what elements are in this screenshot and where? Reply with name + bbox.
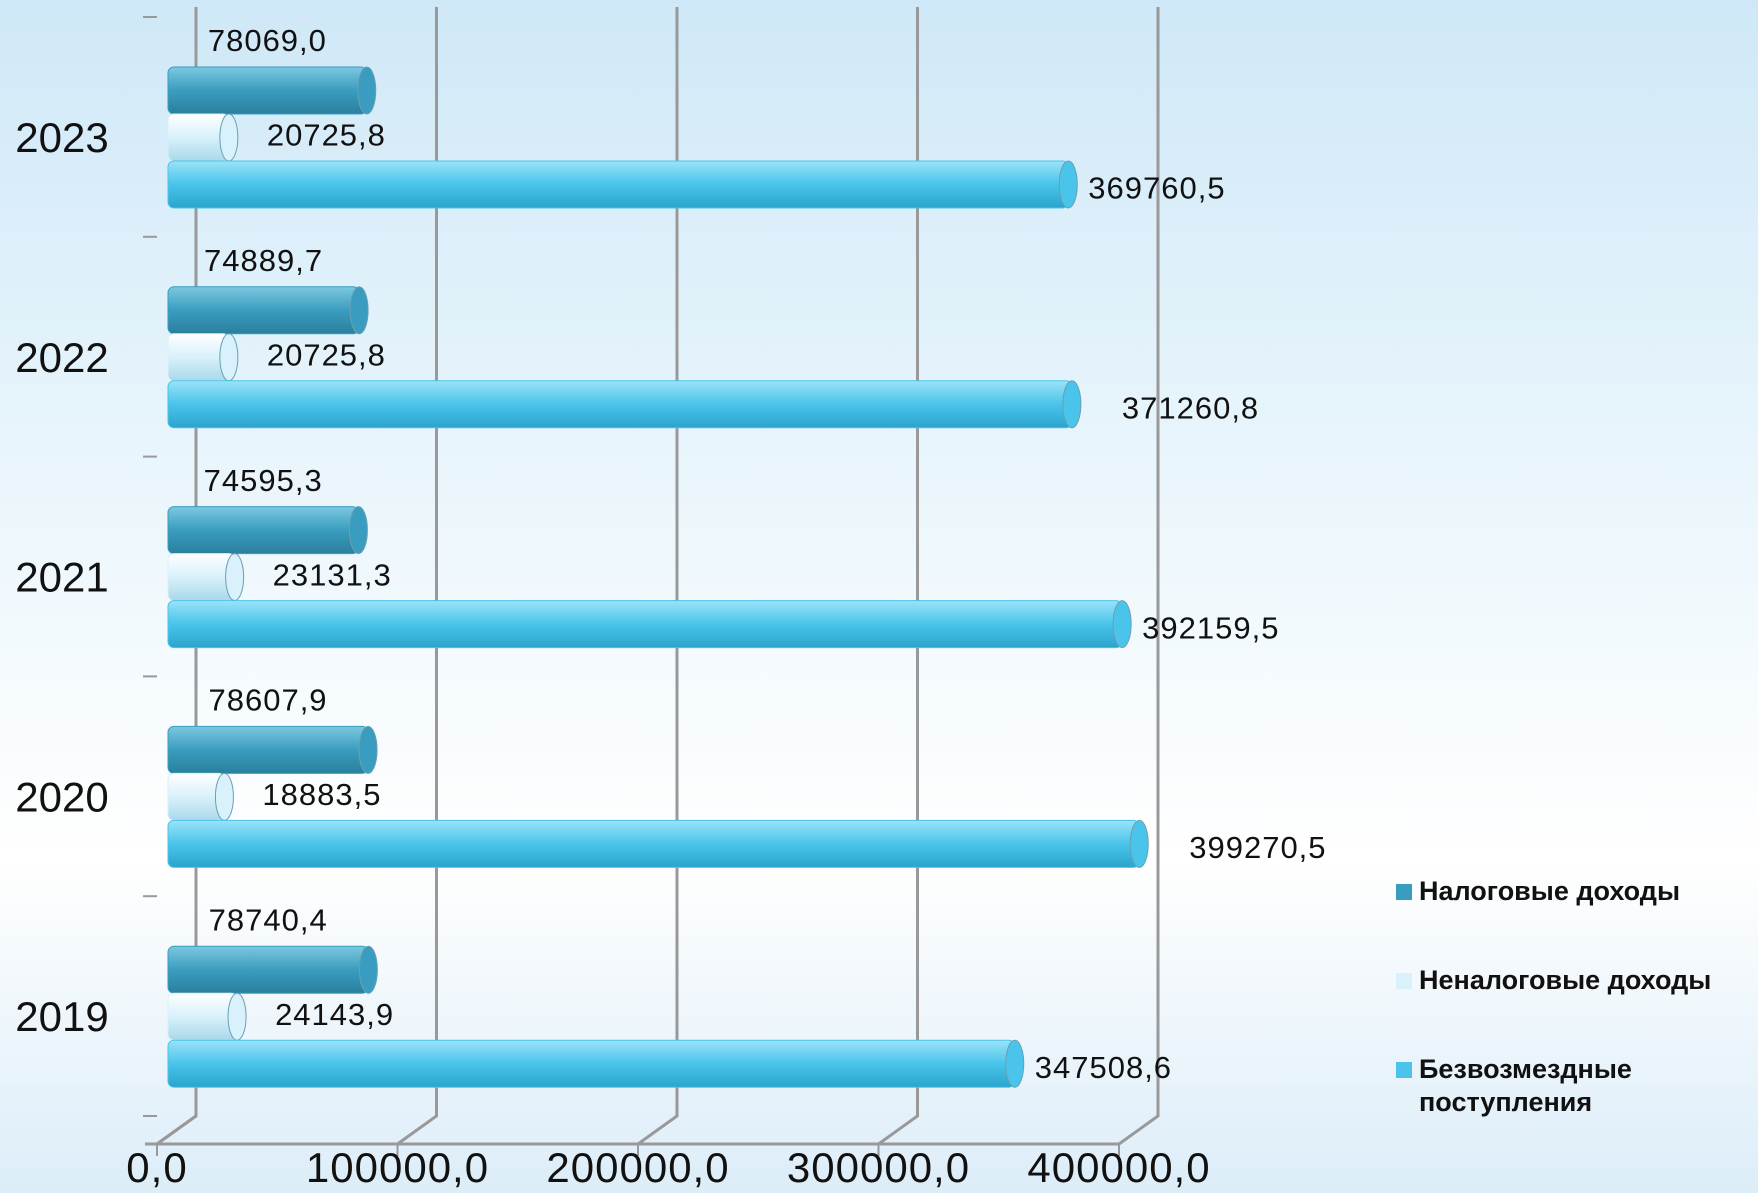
x-tick-label: 200000,0 [546,1144,729,1191]
legend-item: Безвозмездные поступления [1396,1053,1756,1119]
y-tick-label: 2022 [15,334,108,381]
grid-line [877,7,919,1146]
y-tick-label: 2020 [15,773,108,820]
legend: Налоговые доходы Неналоговые доходы Безвоз… [1396,875,1756,1175]
bar-body [167,286,360,335]
y-tick-label: 2021 [15,554,108,601]
bar-cap [357,66,377,115]
grid-line [637,7,679,1146]
bar [167,506,368,555]
x-tick-label: 100000,0 [306,1144,489,1191]
bar-body [167,819,1140,868]
bar [167,160,1078,209]
bar-cap [225,553,245,602]
grid-line [1118,7,1160,1146]
bar-body [167,945,369,994]
legend-swatch [1396,973,1412,989]
value-label: 74595,3 [204,463,323,498]
bar [167,992,247,1041]
bar-cap [214,772,234,821]
bar [167,600,1132,649]
bar [167,113,239,162]
legend-swatch [1396,1062,1412,1078]
bar [167,380,1082,429]
legend-label: Неналоговые доходы [1419,965,1712,995]
x-tick-label: 0,0 [126,1144,187,1191]
bar-cap [227,992,247,1041]
bar [167,725,378,774]
bar [167,819,1149,868]
legend-label: Налоговые доходы [1419,876,1680,906]
bar-cap [358,945,378,994]
bar-cap [1062,380,1082,429]
value-label: 20725,8 [267,337,386,372]
bar-cap [1005,1039,1025,1088]
legend-swatch [1396,884,1412,900]
value-label: 399270,5 [1189,830,1326,865]
grid-line [396,7,438,1146]
bar-body [167,553,236,602]
bar-cap [358,725,378,774]
bar-body [167,506,359,555]
bar-body [167,66,368,115]
x-tick-label: 400000,0 [1027,1144,1210,1191]
value-label: 371260,8 [1122,390,1259,425]
bar-cap [219,113,239,162]
bar-cap [348,506,368,555]
value-label: 392159,5 [1142,610,1279,645]
value-label: 20725,8 [267,118,386,153]
bar [167,1039,1025,1088]
bar-body [167,380,1073,429]
value-label: 78607,9 [208,683,327,718]
legend-label: Безвозмездные поступления [1419,1054,1632,1117]
bar-cap [1129,819,1149,868]
bar-cap [349,286,369,335]
x-tick-label: 300000,0 [787,1144,970,1191]
bar-cap [1112,600,1132,649]
bar [167,333,239,382]
bar [167,66,377,115]
bar-body [167,992,238,1041]
value-label: 18883,5 [262,777,381,812]
bar-body [167,1039,1016,1088]
bar-body [167,725,369,774]
y-tick-label: 2019 [15,993,108,1040]
bar [167,945,378,994]
bar-body [167,160,1069,209]
legend-item: Налоговые доходы [1396,875,1756,908]
bar [167,772,234,821]
bar-cap [219,333,239,382]
value-label: 78069,0 [208,23,327,58]
y-tick-label: 2023 [15,114,108,161]
bar-body [167,600,1123,649]
value-label: 74889,7 [204,243,323,278]
value-label: 23131,3 [273,557,392,592]
value-label: 24143,9 [275,997,394,1032]
value-label: 78740,4 [209,902,328,937]
bar [167,553,245,602]
value-label: 347508,6 [1035,1050,1172,1085]
bar [167,286,369,335]
legend-item: Неналоговые доходы [1396,964,1756,997]
value-label: 369760,5 [1088,171,1225,206]
bar-cap [1058,160,1078,209]
